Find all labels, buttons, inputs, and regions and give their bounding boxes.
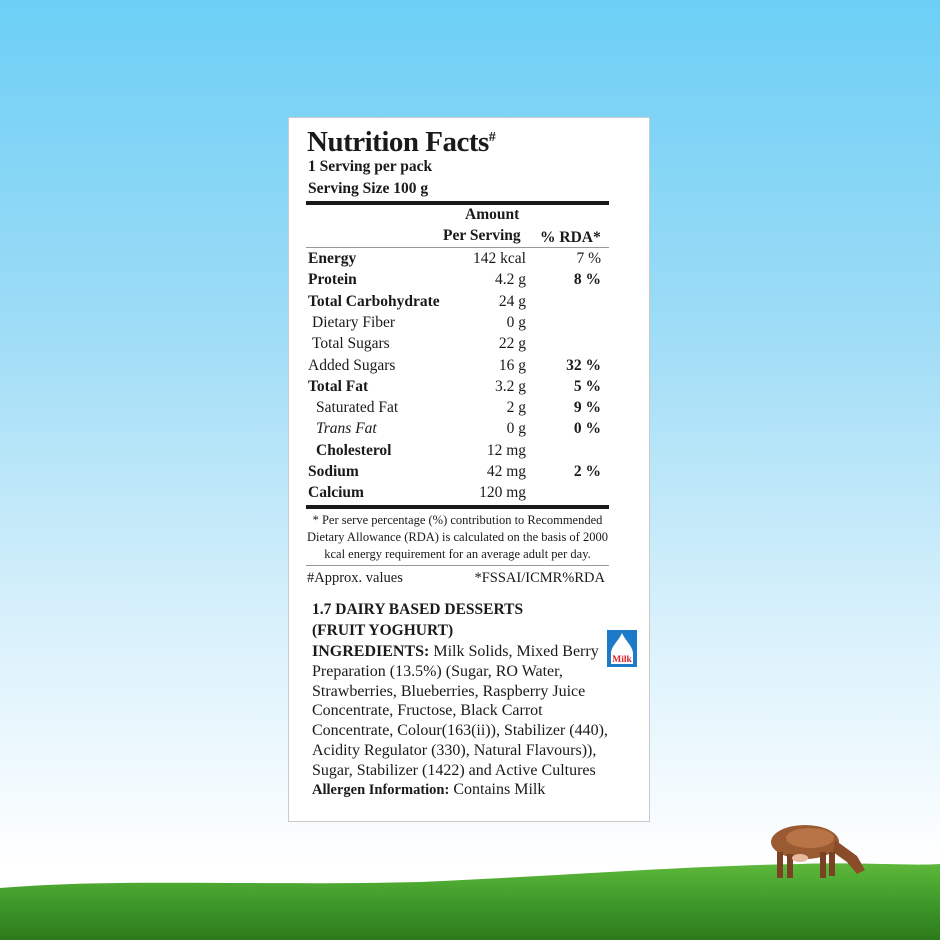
nutrient-row: Saturated Fat 2 g 9 % bbox=[308, 399, 608, 420]
nutrient-amount: 12 mg bbox=[486, 441, 526, 459]
allergen-label: Allergen Information: bbox=[312, 782, 450, 798]
nutrient-amount: 142 kcal bbox=[473, 250, 526, 267]
product-category: 1.7 DAIRY BASED DESSERTS (FRUIT YOGHURT) bbox=[312, 599, 523, 641]
nutrient-row: Energy 142 kcal 7 % bbox=[308, 250, 608, 271]
nutrient-row: Dietary Fiber 0 g bbox=[308, 314, 608, 335]
divider-thick bbox=[306, 201, 609, 205]
milk-icon-label: Milk bbox=[612, 655, 632, 665]
nutrient-rda: 7 % bbox=[576, 250, 601, 267]
nutrient-rda: 5 % bbox=[573, 377, 601, 395]
nutrient-rda: 8 % bbox=[573, 271, 601, 289]
approx-note: #Approx. values bbox=[307, 570, 403, 586]
nutrient-row: Trans Fat 0 g 0 % bbox=[308, 420, 608, 441]
serving-size: Serving Size 100 g bbox=[308, 180, 429, 197]
ingredients: INGREDIENTS: Milk Solids, Mixed Berry Pr… bbox=[312, 642, 608, 781]
nutrient-amount: 4.2 g bbox=[495, 271, 526, 289]
ingredients-label: INGREDIENTS: bbox=[312, 643, 430, 660]
milk-allergen-icon: Milk bbox=[607, 630, 637, 667]
divider-thick bbox=[306, 505, 609, 509]
nutrient-rda: 2 % bbox=[573, 463, 601, 480]
nutrient-row: Calcium 120 mg bbox=[308, 484, 608, 505]
rda-footnote: * Per serve percentage (%) contribution … bbox=[307, 513, 608, 561]
col-rda-header: % RDA* bbox=[540, 229, 601, 246]
panel-title: Nutrition Facts# bbox=[307, 126, 496, 159]
nutrient-name: Trans Fat bbox=[316, 420, 377, 438]
title-mark: # bbox=[488, 130, 496, 145]
nutrient-amount: 0 g bbox=[506, 420, 526, 438]
nutrient-name: Energy bbox=[308, 250, 357, 267]
nutrient-row: Sodium 42 mg 2 % bbox=[308, 463, 608, 484]
allergen-info: Allergen Information: Contains Milk bbox=[312, 781, 545, 799]
nutrient-amount: 42 mg bbox=[486, 463, 526, 480]
nutrient-rda: 0 % bbox=[573, 420, 601, 438]
divider-thin bbox=[306, 247, 609, 248]
nutrient-rda: 32 % bbox=[566, 356, 601, 374]
rda-source: *FSSAI/ICMR%RDA bbox=[474, 570, 605, 586]
divider-thin bbox=[306, 565, 609, 566]
nutrient-name: Calcium bbox=[308, 484, 364, 502]
nutrient-amount: 0 g bbox=[506, 313, 526, 331]
nutrient-amount: 22 g bbox=[498, 335, 526, 353]
nutrient-amount: 24 g bbox=[498, 292, 526, 310]
nutrition-facts-panel: Nutrition Facts# 1 Serving per pack Serv… bbox=[288, 117, 650, 822]
nutrient-name: Protein bbox=[308, 271, 357, 289]
nutrient-amount: 16 g bbox=[498, 356, 526, 374]
nutrient-name: Total Sugars bbox=[312, 335, 390, 353]
nutrient-name: Saturated Fat bbox=[316, 399, 399, 417]
nutrient-amount: 120 mg bbox=[479, 484, 526, 502]
category-line-1: 1.7 DAIRY BASED DESSERTS bbox=[312, 601, 524, 618]
nutrient-name: Cholesterol bbox=[316, 441, 392, 459]
nutrient-row: Total Sugars 22 g bbox=[308, 335, 608, 356]
nutrient-row: Protein 4.2 g 8 % bbox=[308, 271, 608, 292]
nutrient-row: Cholesterol 12 mg bbox=[308, 442, 608, 463]
category-line-2: (FRUIT YOGHURT) bbox=[312, 622, 454, 639]
col-per-serving-header: Per Serving bbox=[443, 227, 521, 244]
nutrient-name: Dietary Fiber bbox=[312, 313, 396, 331]
nutrient-amount: 2 g bbox=[506, 399, 526, 417]
allergen-text: Contains Milk bbox=[453, 781, 546, 798]
nutrient-name: Total Fat bbox=[308, 377, 369, 395]
nutrient-row: Added Sugars 16 g 32 % bbox=[308, 357, 608, 378]
nutrient-row: Total Carbohydrate 24 g bbox=[308, 293, 608, 314]
nutrient-rda: 9 % bbox=[573, 399, 601, 417]
nutrient-row: Total Fat 3.2 g 5 % bbox=[308, 378, 608, 399]
title-text: Nutrition Facts bbox=[307, 126, 489, 158]
nutrient-name: Total Carbohydrate bbox=[308, 292, 440, 310]
nutrient-name: Sodium bbox=[308, 463, 359, 480]
col-amount-header: Amount bbox=[465, 206, 520, 223]
grass-field bbox=[0, 863, 940, 940]
ingredients-text: Milk Solids, Mixed Berry Preparation (13… bbox=[312, 643, 608, 779]
nutrient-amount: 3.2 g bbox=[495, 377, 526, 395]
servings-per-pack: 1 Serving per pack bbox=[308, 158, 433, 175]
cow-illustration bbox=[771, 825, 865, 878]
nutrient-name: Added Sugars bbox=[308, 356, 396, 374]
